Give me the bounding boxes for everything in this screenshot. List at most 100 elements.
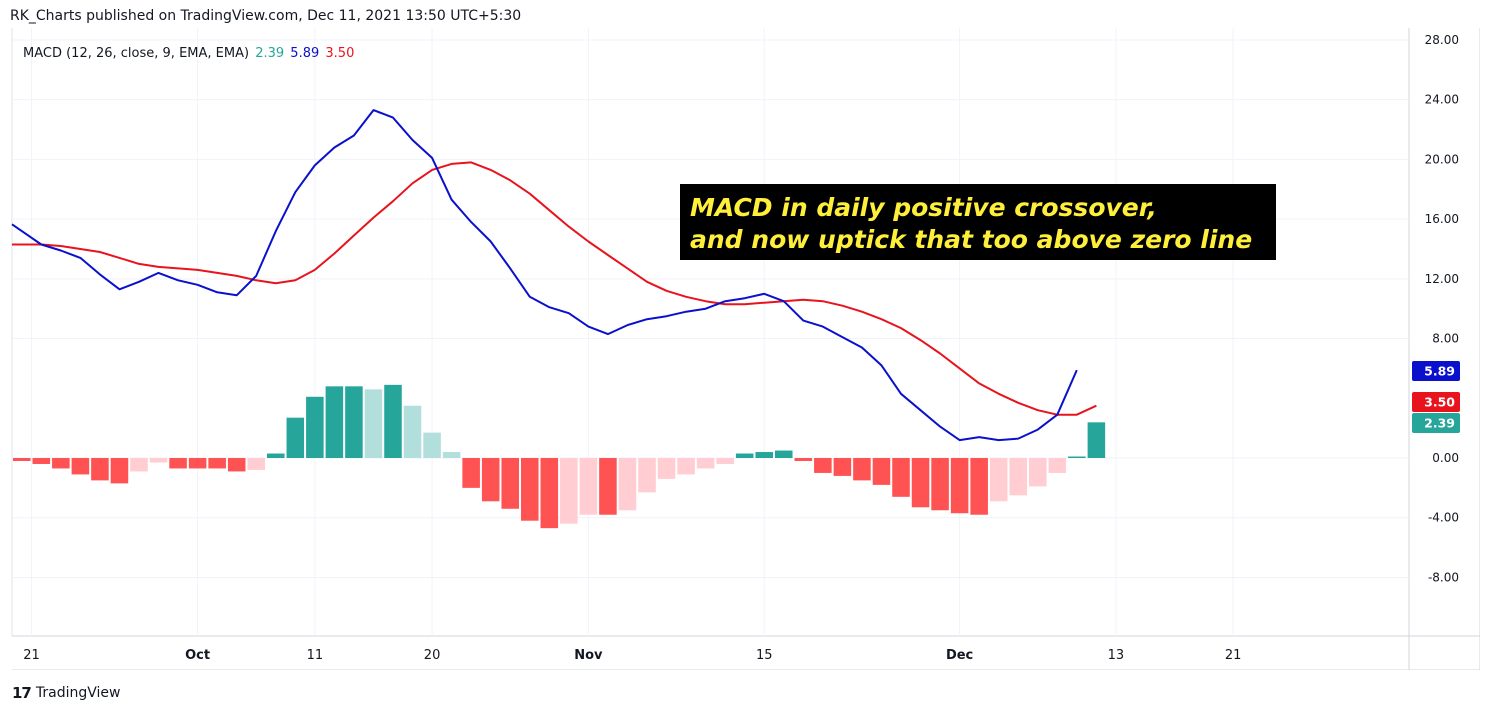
histogram-bar [716,458,734,464]
legend-histogram-value: 2.39 [255,46,285,61]
macd-line [11,109,1078,442]
histogram-bar [814,458,832,473]
price-tick-label: -8.00 [1428,570,1459,584]
macd-chart: 28.00 24.00 20.00 16.00 12.00 8.00 0.00 -4.00 -8… [11,28,1480,670]
histogram-bar [521,458,539,521]
histogram-bar [208,458,226,469]
histogram-bar [1087,422,1106,458]
indicator-legend[interactable]: MACD (12, 26, close, 9, EMA, EMA) 2.39 5… [23,46,356,61]
tradingview-footer[interactable]: 17 TradingView [12,684,120,702]
histogram-bar [1009,458,1027,496]
macd-value-badge: 5.89 [1412,361,1460,381]
histogram-bar [130,458,148,472]
time-tick-label: 13 [1108,648,1125,663]
time-tick-label: 21 [1225,648,1242,663]
histogram-bar [989,458,1008,502]
histogram-bar [833,458,852,476]
histogram-bar [286,417,305,458]
signal-line [12,161,1097,416]
time-tick-label: 21 [23,648,40,663]
svg-text:3.50: 3.50 [1424,395,1455,410]
price-tick-label: 8.00 [1432,332,1459,346]
histogram-value-badge: 2.39 [1412,413,1460,433]
time-tick-label: Nov [574,648,603,663]
annotation-box: MACD in daily positive crossover, and no… [680,184,1276,260]
legend-title: MACD (12, 26, close, 9, EMA, EMA) [23,46,250,61]
histogram-bar [462,458,480,488]
time-tick-label: Dec [946,648,973,663]
legend-macd-value: 5.89 [290,46,320,61]
histogram-bar [423,432,441,458]
histogram-bar [677,458,695,475]
histogram-bar [696,458,715,469]
histogram-bar [970,458,988,515]
histogram-bar [501,458,519,509]
svg-text:2.39: 2.39 [1424,416,1455,431]
price-tick-label: 28.00 [1425,33,1459,47]
histogram-bar [13,458,31,461]
histogram-series [13,384,1106,529]
histogram-bar [403,405,422,458]
histogram-bar [540,458,559,529]
histogram-bar [149,458,168,463]
histogram-bar [1048,458,1067,473]
legend-signal-value: 3.50 [325,46,355,61]
histogram-bar [325,386,344,458]
histogram-bar [384,384,402,458]
histogram-bar [110,458,129,484]
histogram-bar [931,458,949,511]
histogram-bar [91,458,109,481]
price-tick-label: 16.00 [1425,212,1459,226]
histogram-bar [911,458,930,508]
histogram-bar [579,458,598,515]
price-tick-label: -4.00 [1428,511,1459,525]
histogram-bar [71,458,90,475]
signal-value-badge: 3.50 [1412,392,1460,412]
histogram-bar [599,458,617,515]
histogram-bar [638,458,656,493]
histogram-bar [657,458,676,479]
histogram-bar [52,458,70,469]
histogram-bar [267,453,285,458]
price-tick-label: 24.00 [1425,93,1459,107]
histogram-bar [442,452,461,458]
time-tick-label: 20 [424,648,441,663]
histogram-bar [247,458,265,470]
tradingview-logo-icon: 17 [12,684,32,702]
time-tick-label: 15 [756,648,773,663]
histogram-bar [364,389,383,458]
time-axis: 21 Oct 11 20 Nov 15 Dec 13 21 [23,648,1241,663]
histogram-bar [618,458,637,511]
time-tick-label: 11 [307,648,324,663]
histogram-bar [794,458,813,461]
price-tick-label: 20.00 [1425,152,1459,166]
annotation-line-2: and now uptick that too above zero line [690,225,1253,254]
price-tick-label: 0.00 [1432,451,1459,465]
tradingview-brand: TradingView [35,685,121,701]
annotation-line-1: MACD in daily positive crossover, [690,193,1157,222]
histogram-bar [1029,458,1047,487]
histogram-bar [345,386,363,458]
histogram-bar [735,453,754,458]
histogram-bar [950,458,969,514]
histogram-bar [892,458,910,497]
histogram-bar [755,452,773,458]
histogram-bar [853,458,871,481]
histogram-bar [32,458,51,464]
histogram-bar [481,458,500,502]
chart-grid [11,28,1480,670]
histogram-bar [188,458,207,469]
histogram-bar [872,458,891,485]
svg-text:5.89: 5.89 [1424,364,1455,379]
value-badges: 5.89 3.50 2.39 [1412,361,1460,433]
time-tick-label: Oct [185,648,210,663]
histogram-bar [1068,456,1086,458]
histogram-bar [169,458,187,469]
histogram-bar [560,458,578,524]
price-axis: 28.00 24.00 20.00 16.00 12.00 8.00 0.00 -4.00 -8… [1425,33,1459,584]
publisher-header: RK_Charts published on TradingView.com, … [10,8,522,24]
price-tick-label: 12.00 [1425,272,1459,286]
histogram-bar [227,458,246,472]
histogram-bar [306,396,324,458]
histogram-bar [775,450,793,458]
